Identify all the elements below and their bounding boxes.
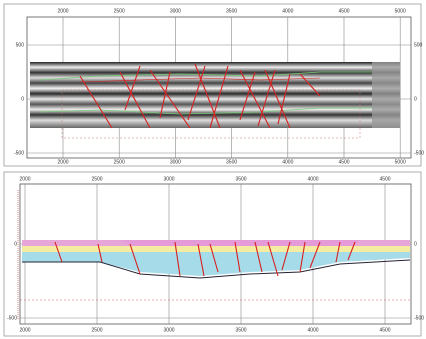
x-tick-label: 4000 [282,8,293,14]
x-tick-label: 4000 [307,176,318,182]
y-tick-label: 0 [414,241,417,247]
x-tick-label: 2500 [114,8,125,14]
y-tick-label: 0 [21,96,24,102]
x-tick-label: 3000 [163,327,174,333]
x-tick-label: 4000 [307,327,318,333]
x-tick-label: 4000 [282,159,293,165]
x-tick-label: 4500 [338,8,349,14]
x-tick-label: 2500 [91,327,102,333]
y-tick-label: 500 [414,42,423,48]
x-tick-label: 4500 [338,159,349,165]
x-tick-label: 3500 [235,176,246,182]
x-tick-label: 3500 [226,159,237,165]
x-tick-label: 3000 [170,159,181,165]
x-tick-label: 3500 [226,8,237,14]
y-tick-label: -500 [414,315,424,321]
seismic-edge [372,62,400,128]
x-tick-label: 4500 [379,176,390,182]
figure: 2000 2000 2500 2500 3000 3000 3500 3500 4000 4000… [0,0,426,339]
x-tick-label: 3500 [235,327,246,333]
page: {"top_panel": {"x_ticks": ["2000", "2500… [0,0,426,339]
y-tick-label: 500 [16,42,25,48]
x-tick-label: 2000 [19,327,30,333]
x-tick-label: 2500 [114,159,125,165]
y-tick-label: 0 [14,241,17,247]
x-tick-label: 2000 [19,176,30,182]
y-tick-label: -500 [7,315,17,321]
y-tick-label: -500 [414,150,424,156]
x-tick-label: 3000 [170,8,181,14]
y-tick-label: 0 [414,96,417,102]
x-tick-label: 3000 [163,176,174,182]
x-tick-label: 2000 [57,159,68,165]
x-tick-label: 5000 [395,159,406,165]
x-tick-label: 2000 [57,8,68,14]
y-tick-label: -500 [14,150,24,156]
x-tick-label: 4500 [379,327,390,333]
x-tick-label: 5000 [395,8,406,14]
x-tick-label: 2500 [91,176,102,182]
